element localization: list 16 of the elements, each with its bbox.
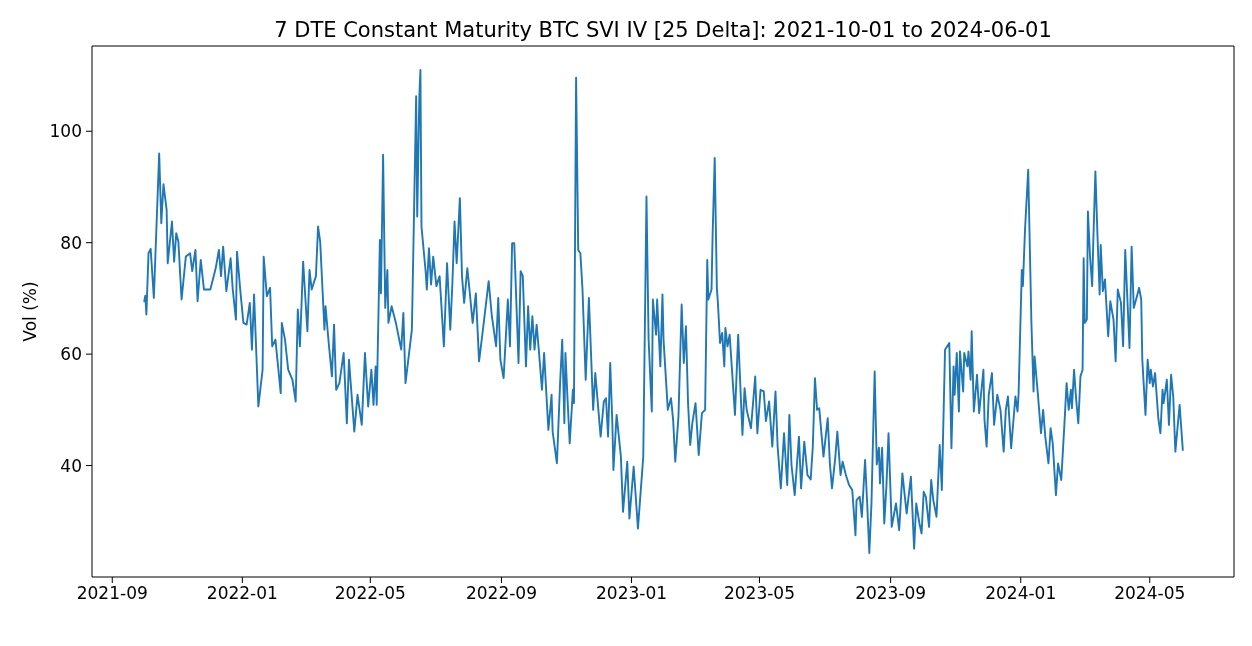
x-tick-label: 2024-01 (985, 583, 1057, 604)
x-tick-label: 2022-09 (465, 583, 537, 604)
x-tick-label: 2023-05 (723, 583, 796, 604)
y-tick-label: 40 (60, 455, 82, 476)
y-tick-label: 80 (60, 232, 82, 253)
line-series (143, 69, 1184, 554)
y-axis-title: Vol (%) (20, 281, 41, 342)
x-tick-label: 2022-01 (206, 583, 278, 604)
x-tick-label: 2023-09 (855, 583, 927, 604)
x-tick-label: 2021-09 (76, 583, 148, 604)
y-tick-label: 60 (60, 344, 82, 365)
x-tick-label: 2024-05 (1114, 583, 1186, 604)
y-tick-label: 100 (49, 121, 82, 142)
x-tick-label: 2023-01 (596, 583, 668, 604)
x-tick-label: 2022-05 (334, 583, 406, 604)
chart-title: 7 DTE Constant Maturity BTC SVI IV [25 Delta]: 2021-10-01 to 2024-06-01 (273, 18, 1053, 42)
